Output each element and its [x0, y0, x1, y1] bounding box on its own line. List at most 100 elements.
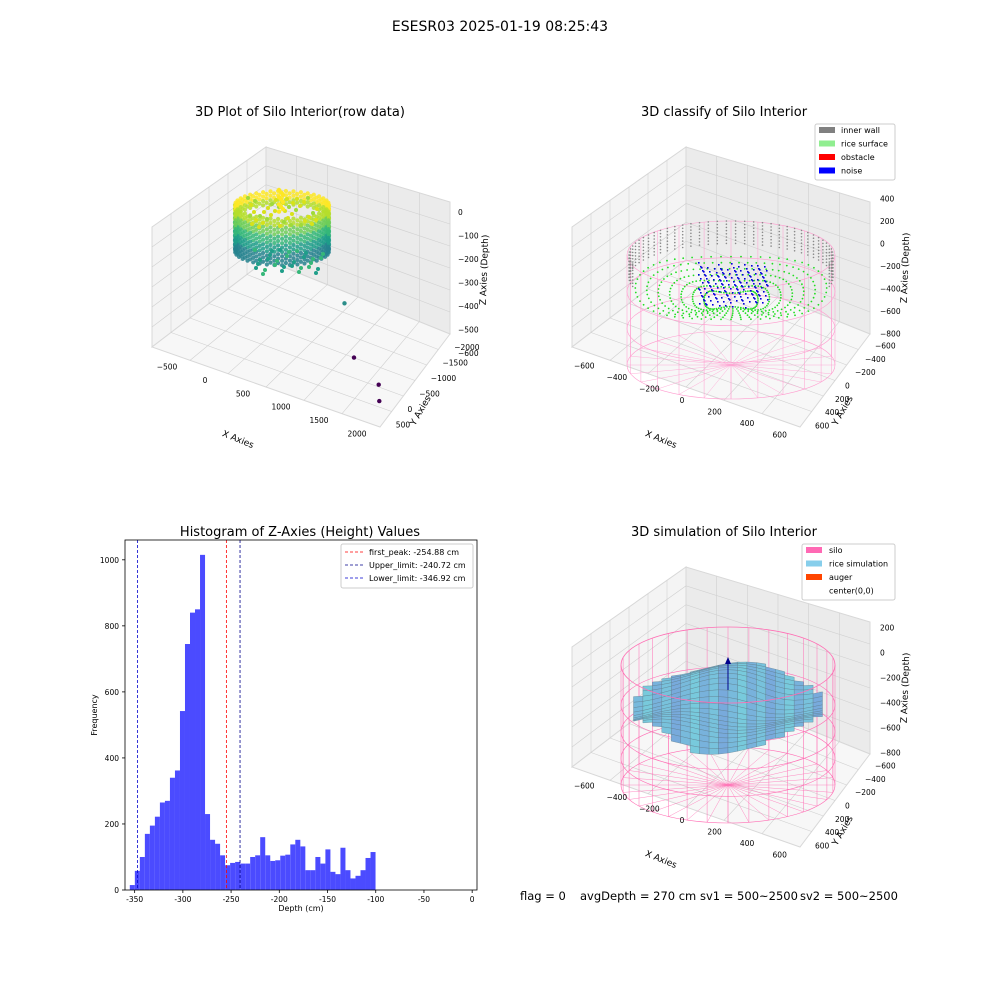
panel1-data-point: [233, 227, 238, 232]
panel2-legend-swatch: [819, 127, 835, 133]
histogram-bar: [220, 855, 226, 890]
panel1-data-point: [302, 255, 306, 259]
panel2-rice-surface-point: [694, 313, 697, 316]
panel1-z-tick-label: −500: [458, 326, 479, 335]
panel2-rice-surface-point: [634, 282, 637, 285]
panel2-rice-surface-point: [780, 308, 783, 311]
panel2-rice-surface-point: [771, 262, 774, 265]
panel2-legend-label: rice surface: [841, 140, 888, 149]
panel2-inner-wall-point: [631, 251, 634, 254]
panel2-rice-surface-point: [802, 290, 805, 293]
panel2-inner-wall-point: [716, 223, 719, 226]
rice-surface-facet: [718, 673, 729, 679]
panel2-rice-surface-point: [707, 290, 710, 293]
panel2-inner-wall-point: [666, 237, 669, 239]
panel1-data-point: [305, 254, 310, 259]
panel1-data-point: [264, 253, 269, 258]
panel2-rice-surface-point: [769, 317, 771, 320]
histogram-x-tick-label: -300: [174, 895, 191, 904]
panel2-noise-point: [702, 270, 704, 272]
panel4-legend-swatch: [806, 560, 822, 567]
panel2-noise-point: [703, 271, 705, 273]
panel1-z-tick-label: −200: [458, 255, 479, 264]
panel2-inner-wall-point: [725, 226, 728, 229]
panel1-data-point: [287, 254, 292, 259]
panel2-rice-surface-point: [774, 275, 777, 278]
panel2-noise-point: [740, 296, 742, 298]
panel2-inner-wall-point: [659, 229, 662, 232]
panel2-inner-wall-point: [628, 251, 631, 253]
panel1-x-tick-label: 1000: [271, 403, 290, 412]
panel2-inner-wall-point: [807, 251, 809, 253]
panel2-inner-wall-point: [681, 240, 684, 242]
panel2-inner-wall-point: [830, 273, 833, 275]
panel2-rice-surface-point: [751, 268, 754, 270]
panel2-rice-surface-point: [783, 270, 786, 273]
panel2-inner-wall-point: [828, 251, 831, 254]
panel4-silo-floor-spoke: [686, 784, 729, 821]
panel1-data-point: [270, 202, 274, 206]
panel2-rice-surface-point: [679, 277, 682, 280]
panel1-x-tick-label: 1500: [309, 416, 328, 425]
panel4-z-tick-label: 0: [880, 649, 885, 658]
panel2-rice-surface-point: [766, 289, 768, 292]
panel2-rice-surface-point: [802, 286, 805, 289]
panel4-silo-floor-spoke: [727, 784, 788, 817]
panel2-inner-wall-point: [734, 223, 737, 225]
panel2-rice-surface-point: [821, 300, 823, 302]
panel2-noise-point: [746, 282, 748, 284]
panel1-axes-box: [150, 146, 451, 428]
panel2-noise-point: [761, 273, 763, 275]
panel2-rice-surface-point: [706, 306, 708, 309]
panel2-noise-point: [705, 303, 707, 305]
histogram-bar: [235, 861, 241, 890]
panel2-inner-wall-point: [828, 254, 831, 257]
panel2-rice-surface-point: [747, 273, 750, 276]
panel2-rice-surface-point: [757, 300, 759, 302]
panel2-noise-point: [755, 287, 757, 289]
panel1-data-point: [268, 253, 272, 257]
panel2-inner-wall-point: [653, 247, 655, 250]
panel2-inner-wall-point: [638, 252, 640, 254]
panel1-data-point: [263, 268, 267, 272]
panel2-rice-surface-point: [652, 264, 655, 266]
panel4-z-tick-label: −800: [880, 749, 901, 758]
panel2-rice-surface-point: [788, 272, 790, 275]
panel2-rice-surface-point: [674, 305, 677, 308]
panel2-rice-surface-point: [747, 310, 750, 313]
panel2-rice-surface-point: [707, 307, 710, 310]
panel1-data-point: [264, 244, 269, 249]
panel1-data-point: [287, 258, 292, 263]
panel4-legend-swatch: [806, 587, 822, 594]
panel1-z-tick-label: −300: [458, 279, 479, 288]
panel-raw-data: 3D Plot of Silo Interior(row data) −5000…: [150, 105, 491, 451]
panel2-rice-surface-point: [686, 269, 688, 271]
panel2-rice-surface-point: [694, 304, 696, 307]
panel2-rice-surface-point: [786, 315, 789, 318]
panel2-rice-surface-point: [814, 288, 817, 291]
panel1-x-tick-label: 0: [203, 376, 208, 385]
panel1-data-point: [261, 259, 266, 264]
panel2-noise-point: [729, 273, 731, 275]
histogram-bar: [149, 825, 155, 890]
panel2-noise-point: [714, 268, 716, 270]
panel2-rice-surface-point: [721, 310, 724, 312]
histogram-bar: [225, 865, 231, 890]
panel2-rice-surface-point: [743, 279, 746, 282]
panel1-data-point: [298, 190, 303, 195]
panel2-rice-surface-point: [690, 308, 693, 311]
panel1-data-point: [233, 235, 238, 240]
panel2-rice-surface-point: [768, 309, 771, 311]
panel1-y-tick-label: −500: [419, 389, 440, 398]
histogram-reference-lines: [137, 540, 241, 890]
panel1-data-point: [291, 256, 296, 261]
panel2-rice-surface-point: [807, 304, 810, 306]
histogram-legend-box: [340, 543, 474, 589]
rice-surface-facet: [775, 708, 785, 715]
panel4-gridline: [761, 612, 840, 834]
panel2-rice-surface-point: [774, 306, 776, 309]
panel1-data-point: [261, 221, 265, 225]
panel2-noise-point: [718, 264, 720, 266]
panel1-data-point: [254, 191, 259, 196]
